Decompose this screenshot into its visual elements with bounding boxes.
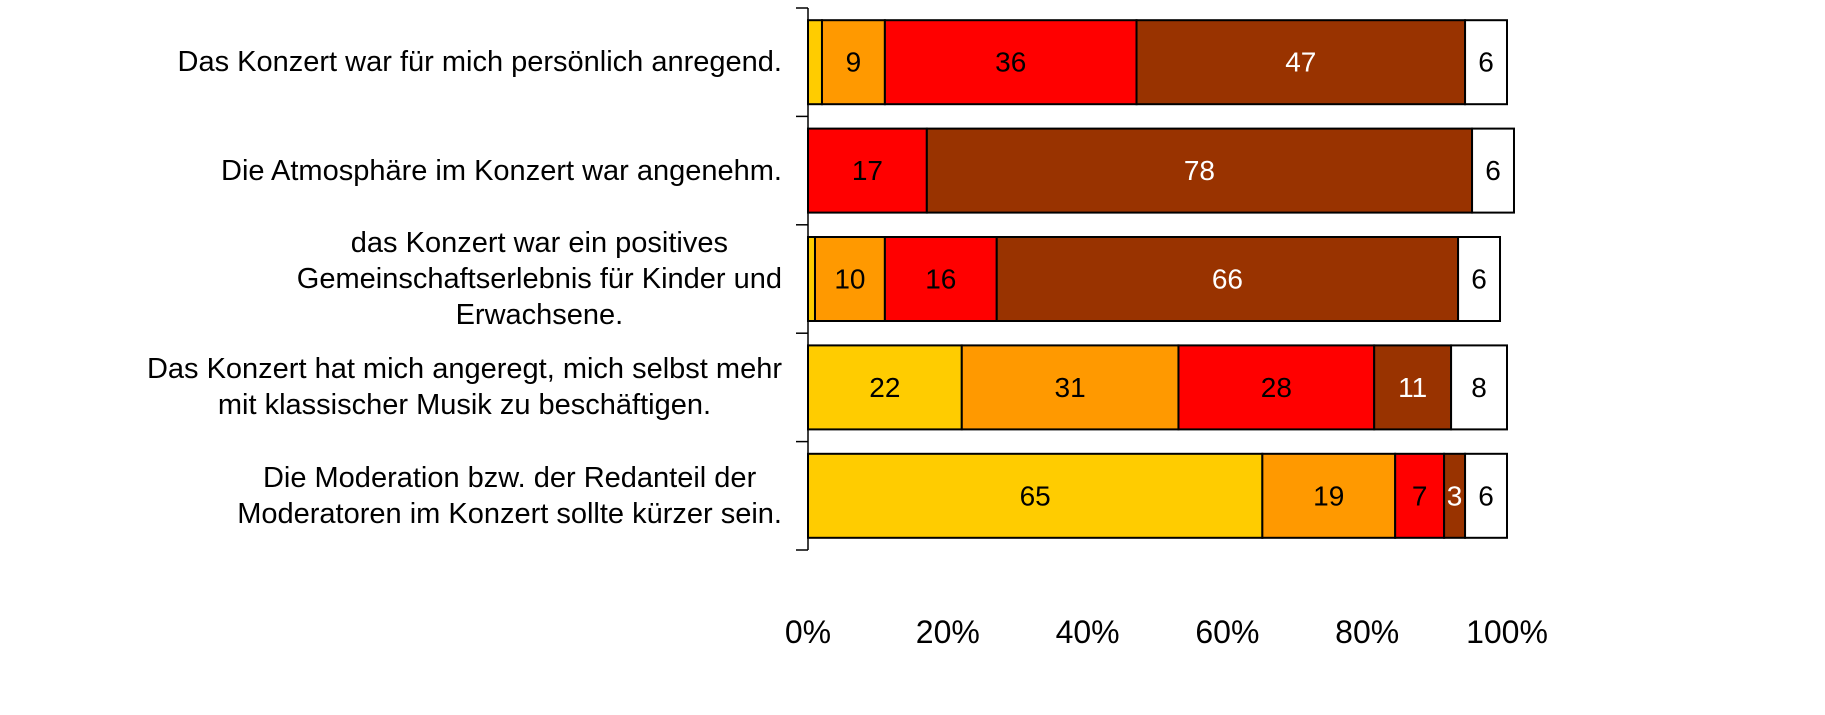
data-label: 19 [1313,480,1344,511]
bar-segment [807,19,823,106]
data-label: 17 [852,155,883,186]
data-label: 6 [1478,47,1494,78]
bar-segment [807,344,963,431]
category-label: Die Moderation bzw. der Redanteil der Mo… [237,461,782,530]
category-label: das Konzert war ein positives Gemeinscha… [296,227,782,331]
bar-segment [1471,127,1515,214]
x-tick-label: 100% [1466,614,1548,650]
x-tick-label: 80% [1335,614,1399,650]
data-label: 9 [846,47,862,78]
bar-segment [1464,452,1509,539]
bar-segment [807,452,1264,539]
data-label: 16 [925,264,956,295]
bar-segment [883,236,998,322]
category-label: Das Konzert hat mich angeregt, mich selb… [146,353,782,422]
bar-segment [1177,344,1376,431]
category-label: Die Atmosphäre im Konzert war angenehm. [221,154,782,187]
data-label: 3 [1447,480,1463,511]
data-label: 66 [1212,264,1243,295]
data-label: 7 [1412,480,1428,511]
bar-segment [1261,452,1397,539]
x-tick-label: 20% [916,614,980,650]
bar-segment [995,236,1460,322]
data-label: 6 [1471,264,1487,295]
bar-segment [883,19,1138,106]
data-label: 6 [1478,480,1494,511]
data-label: 6 [1485,155,1501,186]
data-label: 8 [1471,372,1487,403]
bar-segment [1135,19,1467,106]
bar-segment [813,236,886,322]
bar-segment [960,344,1180,431]
bar-segment [807,127,928,214]
data-label: 31 [1055,372,1086,403]
data-label: 78 [1184,155,1215,186]
bar-segment [925,127,1474,214]
x-tick-label: 40% [1056,614,1120,650]
data-label: 10 [834,264,865,295]
bar-segment [807,236,816,322]
x-tick-label: 0% [785,614,831,650]
data-label: 28 [1261,372,1292,403]
bar-segment [1457,236,1502,322]
data-label: 65 [1020,480,1051,511]
data-label: 22 [869,372,900,403]
bar-segment [1450,344,1508,431]
data-label: 47 [1285,47,1316,78]
bar-segment [1373,344,1453,431]
category-label: Das Konzert war für mich persönlich anre… [177,46,782,79]
bar-segment [1464,19,1509,106]
data-label: 11 [1398,372,1427,403]
data-label: 36 [995,47,1026,78]
x-tick-label: 60% [1195,614,1259,650]
